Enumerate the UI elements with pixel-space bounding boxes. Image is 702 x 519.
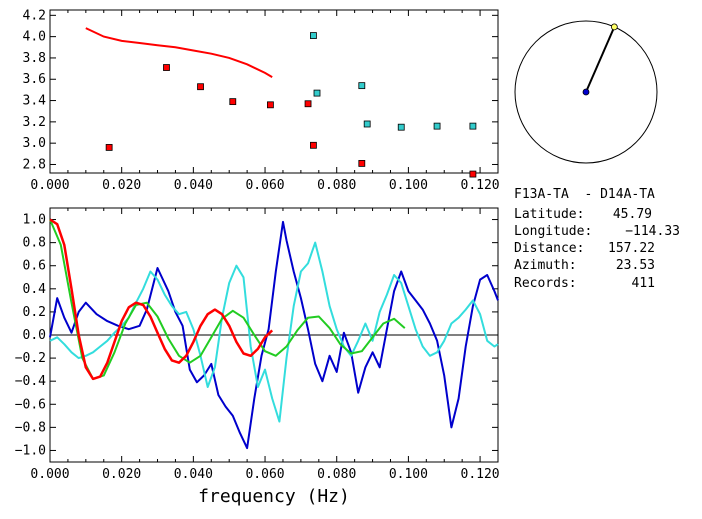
- top-curve-line: [85, 27, 273, 78]
- bottom-y-tick-label: 0.6: [23, 259, 46, 274]
- bottom-x-tick-label: 0.080: [317, 467, 356, 482]
- bottom-x-tick-label: 0.120: [461, 467, 500, 482]
- top-marker-cyan: [313, 89, 321, 97]
- bottom-y-tick-label: −0.2: [15, 351, 46, 366]
- bottom-series-green: [49, 219, 406, 380]
- top-y-tick-label: 2.8: [23, 157, 46, 172]
- top-x-tick-label: 0.060: [245, 178, 284, 193]
- info-records-label: Records:: [514, 276, 577, 291]
- top-marker-cyan: [310, 32, 317, 39]
- top-y-tick-label: 3.4: [23, 94, 47, 109]
- info-azimuth-value: 23.53: [616, 258, 655, 273]
- bottom-x-tick-label: 0.100: [389, 467, 428, 482]
- bottom-y-tick-label: −0.8: [15, 420, 46, 435]
- top-x-tick-label: 0.040: [174, 178, 213, 193]
- info-longitude-value: −114.33: [625, 224, 680, 239]
- top-x-tick-label: 0.020: [102, 178, 141, 193]
- top-marker-cyan: [358, 82, 366, 90]
- bottom-series-group: [49, 218, 499, 450]
- top-marker-red: [229, 98, 237, 106]
- top-x-tick-label: 0.120: [461, 178, 500, 193]
- top-y-tick-label: 3.8: [23, 51, 46, 66]
- top-marker-red: [358, 160, 366, 167]
- station-info: F13A-TA - D14A-TA Latitude: 45.79 Longit…: [514, 187, 680, 291]
- top-y-tick-label: 4.2: [23, 8, 46, 23]
- bottom-y-tick-label: 1.0: [23, 213, 46, 228]
- bottom-x-tick-label: 0.020: [102, 467, 141, 482]
- info-azimuth-label: Azimuth:: [514, 258, 577, 273]
- azimuth-end-dot: [610, 23, 618, 31]
- top-y-tick-label: 4.0: [23, 30, 46, 45]
- bottom-y-tick-label: −1.0: [15, 443, 46, 458]
- x-axis-title: frequency (Hz): [198, 486, 350, 507]
- top-axis-ticks: 0.000 0.020 0.040 0.060 0.080 0.100 0.120 2.8 3.…: [23, 8, 500, 193]
- info-longitude-label: Longitude:: [514, 224, 592, 239]
- bottom-series-blue: [49, 220, 499, 450]
- bottom-axis-ticks: 0.000 0.020 0.040 0.060 0.080 0.100 0.120 1.0 0.…: [15, 208, 500, 482]
- top-x-tick-label: 0.000: [30, 178, 69, 193]
- top-y-tick-label: 3.6: [23, 72, 46, 87]
- station-pair: F13A-TA - D14A-TA: [514, 187, 655, 202]
- top-marker-red: [310, 141, 317, 149]
- bottom-y-tick-label: −0.6: [15, 397, 46, 412]
- top-series-group: [85, 27, 477, 178]
- correlation-panel: 0.000 0.020 0.040 0.060 0.080 0.100 0.120 1.0 0.…: [15, 207, 500, 507]
- bottom-series-red: [49, 218, 274, 381]
- bottom-x-tick-label: 0.060: [245, 467, 284, 482]
- info-latitude-label: Latitude:: [514, 207, 584, 222]
- info-records-value: 411: [632, 276, 655, 291]
- azimuth-line: [585, 26, 616, 93]
- bottom-y-tick-label: 0.0: [23, 328, 46, 343]
- top-x-tick-label: 0.080: [317, 178, 356, 193]
- bottom-y-tick-label: −0.4: [15, 374, 46, 389]
- top-marker-red: [105, 144, 113, 151]
- top-marker-red: [163, 64, 170, 71]
- compass-circle: [514, 20, 658, 164]
- velocity-scatter-panel: 0.000 0.020 0.040 0.060 0.080 0.100 0.120 2.8 3.…: [23, 8, 500, 193]
- top-y-tick-label: 3.0: [23, 136, 46, 151]
- top-marker-red: [197, 83, 204, 91]
- bottom-x-tick-label: 0.040: [174, 467, 213, 482]
- top-marker-cyan: [433, 122, 441, 130]
- top-x-tick-label: 0.100: [389, 178, 428, 193]
- top-y-tick-label: 3.2: [23, 115, 46, 130]
- top-marker-cyan: [469, 122, 477, 130]
- azimuth-compass: [514, 20, 658, 164]
- info-latitude-value: 45.79: [613, 207, 652, 222]
- info-distance-value: 157.22: [608, 241, 655, 256]
- top-marker-cyan: [363, 120, 371, 128]
- top-marker-cyan: [397, 123, 405, 131]
- bottom-x-tick-label: 0.000: [30, 467, 69, 482]
- bottom-y-tick-label: 0.4: [23, 282, 47, 297]
- compass-center-dot: [582, 88, 590, 96]
- top-marker-red: [267, 101, 274, 109]
- bottom-y-tick-label: 0.8: [23, 236, 46, 251]
- top-plot-frame: [49, 9, 499, 174]
- bottom-y-tick-label: 0.2: [23, 305, 46, 320]
- top-marker-red: [469, 170, 477, 178]
- top-marker-red: [304, 100, 312, 108]
- info-distance-label: Distance:: [514, 241, 584, 256]
